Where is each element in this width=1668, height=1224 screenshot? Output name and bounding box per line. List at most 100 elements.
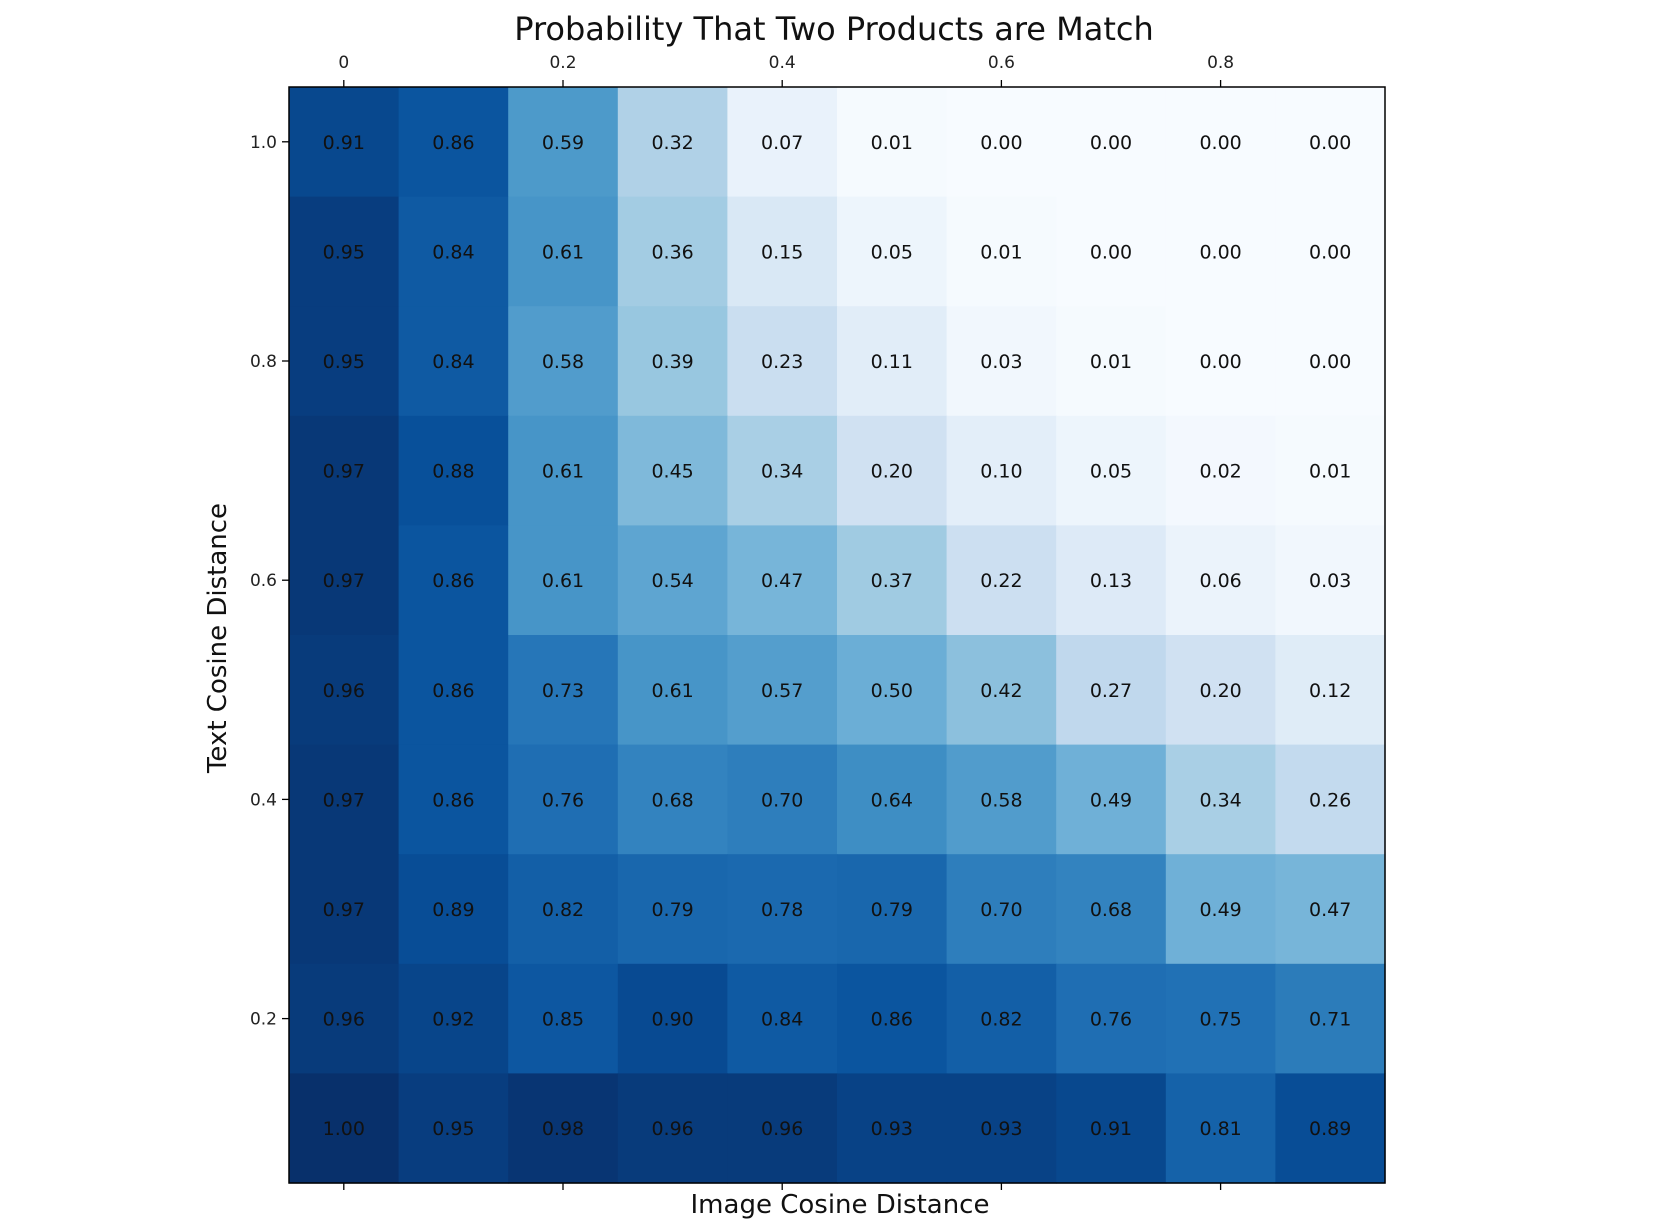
heatmap-cell [398, 963, 509, 1074]
cell-value-label: 0.01 [980, 241, 1022, 263]
cell-value-label: 0.49 [1090, 789, 1132, 811]
cell-value-label: 0.34 [1199, 789, 1241, 811]
cell-value-label: 0.91 [323, 132, 365, 154]
heatmap-cell [398, 854, 509, 965]
heatmap-cell [1056, 744, 1167, 855]
heatmap-cell [946, 1073, 1057, 1184]
cell-value-label: 0.68 [1090, 899, 1132, 921]
cell-value-label: 0.97 [323, 570, 365, 592]
cell-value-label: 0.37 [871, 570, 913, 592]
heatmap-cell [946, 87, 1057, 198]
cell-value-label: 0.70 [761, 789, 803, 811]
heatmap-cell [1165, 87, 1276, 198]
heatmap-cell [1056, 635, 1167, 746]
cell-value-label: 0.64 [871, 789, 913, 811]
cell-value-label: 0.00 [1309, 241, 1351, 263]
x-tick-label: 0.6 [988, 53, 1015, 73]
heatmap-cell-labels: 0.91 0.86 0.59 0.32 0.07 0.01 0.00 0.00 0.00 0.00… [323, 132, 1352, 1140]
heatmap-cell [727, 196, 838, 307]
cell-value-label: 0.47 [1309, 899, 1351, 921]
y-tick-label: 0.6 [250, 571, 277, 591]
heatmap-cell [946, 963, 1057, 1074]
cell-value-label: 0.10 [980, 461, 1022, 483]
heatmap-cell [727, 415, 838, 526]
cell-value-label: 0.13 [1090, 570, 1132, 592]
heatmap-cell [398, 744, 509, 855]
cell-value-label: 0.07 [761, 132, 803, 154]
heatmap-cell [1275, 87, 1386, 198]
cell-value-label: 0.05 [871, 241, 913, 263]
cell-value-label: 0.61 [542, 241, 584, 263]
heatmap-cell [946, 635, 1057, 746]
cell-value-label: 0.34 [761, 461, 803, 483]
heatmap-cell [837, 1073, 948, 1184]
heatmap-cell [837, 744, 948, 855]
heatmap-cell [508, 196, 619, 307]
cell-value-label: 0.12 [1309, 680, 1351, 702]
cell-value-label: 0.06 [1199, 570, 1241, 592]
cell-value-label: 0.05 [1090, 461, 1132, 483]
cell-value-label: 0.57 [761, 680, 803, 702]
x-axis-ticks: 0 0.2 0.4 0.6 0.8 [338, 53, 1234, 1190]
heatmap-cell [727, 525, 838, 636]
cell-value-label: 0.68 [651, 789, 693, 811]
heatmap-cell [727, 1073, 838, 1184]
cell-value-label: 0.00 [1090, 241, 1132, 263]
heatmap-cell [398, 196, 509, 307]
heatmap-cell [508, 87, 619, 198]
heatmap-cell [1275, 525, 1386, 636]
heatmap-cell [617, 635, 728, 746]
heatmap-cell [1275, 635, 1386, 746]
heatmap-cell [837, 306, 948, 417]
x-tick-label: 0.8 [1207, 53, 1234, 73]
x-tick-label: 0.2 [549, 53, 576, 73]
cell-value-label: 0.96 [761, 1118, 803, 1140]
cell-value-label: 0.86 [432, 680, 474, 702]
cell-value-label: 0.76 [542, 789, 584, 811]
cell-value-label: 0.59 [542, 132, 584, 154]
heatmap-cell [617, 744, 728, 855]
cell-value-label: 0.93 [980, 1118, 1022, 1140]
heatmap-cell [398, 306, 509, 417]
heatmap-cell [1056, 306, 1167, 417]
heatmap-cell [837, 963, 948, 1074]
heatmap-cell [289, 963, 400, 1074]
cell-value-label: 1.00 [323, 1118, 365, 1140]
cell-value-label: 0.01 [1090, 351, 1132, 373]
heatmap-cell [289, 525, 400, 636]
cell-value-label: 0.00 [1090, 132, 1132, 154]
cell-value-label: 0.88 [432, 461, 474, 483]
cell-value-label: 0.39 [651, 351, 693, 373]
heatmap-cell [727, 744, 838, 855]
heatmap-cell [508, 1073, 619, 1184]
heatmap-cell [289, 306, 400, 417]
cell-value-label: 0.96 [651, 1118, 693, 1140]
heatmap-cell [617, 196, 728, 307]
cell-value-label: 0.84 [432, 241, 474, 263]
cell-value-label: 0.90 [651, 1009, 693, 1031]
heatmap-cell [289, 87, 400, 198]
heatmap-cell [508, 854, 619, 965]
cell-value-label: 0.84 [761, 1009, 803, 1031]
heatmap-cell [727, 306, 838, 417]
heatmap-cell [508, 744, 619, 855]
heatmap-cell [1165, 854, 1276, 965]
cell-value-label: 0.97 [323, 899, 365, 921]
heatmap-cell [1056, 525, 1167, 636]
y-tick-label: 0.4 [250, 790, 277, 810]
heatmap-cell [1056, 196, 1167, 307]
cell-value-label: 0.92 [432, 1009, 474, 1031]
heatmap-cell [1275, 744, 1386, 855]
plot-frame [288, 86, 1386, 1184]
heatmap-cell [1165, 744, 1276, 855]
cell-value-label: 0.50 [871, 680, 913, 702]
heatmap-cell [1056, 854, 1167, 965]
cell-value-label: 0.82 [542, 899, 584, 921]
heatmap-cell [1165, 1073, 1276, 1184]
heatmap-cell [617, 415, 728, 526]
cell-value-label: 0.58 [542, 351, 584, 373]
cell-value-label: 0.58 [980, 789, 1022, 811]
cell-value-label: 0.93 [871, 1118, 913, 1140]
cell-value-label: 0.15 [761, 241, 803, 263]
